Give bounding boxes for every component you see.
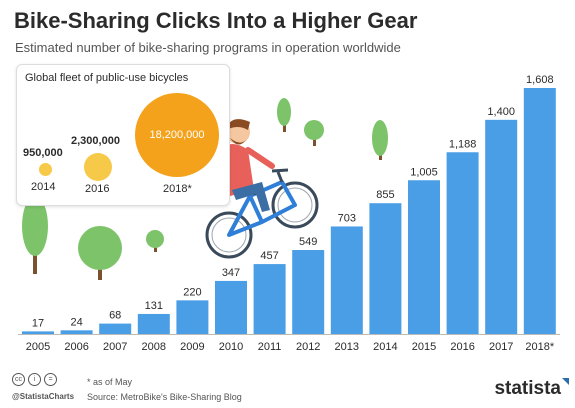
x-tick-label: 2017 <box>489 341 513 353</box>
x-tick-label: 2007 <box>103 341 127 353</box>
bar-2011 <box>253 264 286 334</box>
bar-2013 <box>330 226 363 334</box>
fleet-year-2018: 2018* <box>163 183 192 195</box>
bar-2010 <box>215 280 247 334</box>
bar-2015 <box>408 180 440 334</box>
tree-small-icon <box>146 230 164 252</box>
bar-2005 <box>22 331 54 334</box>
fleet-inset-title: Global fleet of public-use bicycles <box>25 72 189 84</box>
bar-2017 <box>485 119 518 334</box>
page-title: Bike-Sharing Clicks Into a Higher Gear <box>14 8 418 33</box>
fleet-value-2016: 2,300,000 <box>71 135 120 147</box>
page-subtitle: Estimated number of bike-sharing program… <box>15 40 401 55</box>
tree-large-icon <box>22 196 48 274</box>
x-tick-label: 2009 <box>180 341 204 353</box>
bar-2006 <box>60 330 93 334</box>
statista-logo[interactable]: statista <box>494 378 561 399</box>
bar-value-label: 68 <box>109 310 121 322</box>
bar-value-label: 1,005 <box>410 166 438 178</box>
tree-right-icon <box>372 120 388 160</box>
fleet-year-2014: 2014 <box>31 181 56 193</box>
fleet-circle-2016 <box>84 153 112 181</box>
x-tick-label: 2013 <box>335 341 359 353</box>
x-tick-label: 2018* <box>525 341 554 353</box>
tree-mid2-icon <box>304 120 324 146</box>
bar-2012 <box>292 250 325 334</box>
fleet-inset-panel: Global fleet of public-use bicycles 950,… <box>16 64 230 206</box>
bar-value-label: 549 <box>299 236 317 248</box>
cyclist-icon <box>205 119 319 259</box>
x-tick-label: 2014 <box>373 341 397 353</box>
twitter-handle[interactable]: @StatistaCharts <box>12 392 75 401</box>
fleet-circle-2014 <box>39 163 52 176</box>
x-tick-label: 2010 <box>219 341 243 353</box>
tree-mid-icon <box>277 98 291 132</box>
fleet-value-2014: 950,000 <box>23 147 63 159</box>
bar-2014 <box>369 203 402 334</box>
nd-icon[interactable]: = <box>44 373 57 386</box>
cc-icon[interactable]: cc <box>12 373 25 386</box>
x-tick-label: 2016 <box>450 341 474 353</box>
fleet-year-2016: 2016 <box>85 183 110 195</box>
x-tick-label: 2012 <box>296 341 320 353</box>
bar-value-label: 457 <box>260 250 278 262</box>
x-tick-label: 2005 <box>26 341 50 353</box>
bar-value-label: 347 <box>222 267 240 279</box>
bar-value-label: 220 <box>183 286 201 298</box>
bar-value-label: 703 <box>338 212 356 224</box>
bar-value-label: 131 <box>145 300 163 312</box>
fleet-value-2018: 18,200,000 <box>149 129 205 141</box>
x-tick-label: 2008 <box>142 341 166 353</box>
fleet-circle-2018: 18,200,000 <box>135 93 219 177</box>
bar-2016 <box>446 152 479 334</box>
x-tick-label: 2015 <box>412 341 436 353</box>
bar-value-label: 17 <box>32 317 44 329</box>
bar-value-label: 1,608 <box>526 74 554 86</box>
footnote: * as of May <box>87 377 133 387</box>
bar-value-label: 24 <box>70 316 82 328</box>
by-icon[interactable]: i <box>28 373 41 386</box>
bar-value-label: 1,188 <box>449 138 477 150</box>
tree-round-icon <box>78 226 122 280</box>
x-tick-label: 2011 <box>258 341 282 353</box>
bar-value-label: 1,400 <box>487 106 515 118</box>
x-tick-label: 2006 <box>64 341 88 353</box>
bar-2009 <box>176 300 209 334</box>
bar-2007 <box>99 323 132 334</box>
bar-value-label: 855 <box>376 189 394 201</box>
statista-logo-mark-icon <box>562 378 569 385</box>
bar-2008 <box>137 313 170 334</box>
bar-2018* <box>523 88 556 334</box>
source-text: Source: MetroBike's Bike-Sharing Blog <box>87 392 242 402</box>
